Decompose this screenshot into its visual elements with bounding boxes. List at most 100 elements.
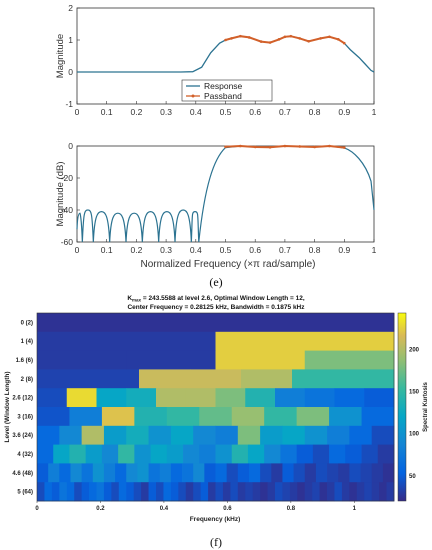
kurtogram-cell — [341, 482, 350, 502]
chart-magnitude-db-xlabel: Normalized Frequency (×π rad/sample) — [140, 259, 315, 270]
kurtogram-cell — [382, 463, 395, 483]
kurtogram-cell — [361, 407, 395, 427]
kurtogram-cell — [200, 482, 209, 502]
kurtogram-cell — [215, 463, 228, 483]
kurtogram-cell — [88, 369, 140, 389]
kurtogram-colorbar-tick: 50 — [409, 474, 416, 480]
kurtogram-cell — [292, 369, 344, 389]
kurtogram-cell — [85, 444, 103, 464]
c2-xtick-label: 0.7 — [279, 245, 291, 255]
kurtogram-cell — [134, 444, 151, 464]
c1-xtick-label: 0 — [75, 107, 80, 117]
kurtogram-cell — [327, 425, 350, 445]
kurtogram-cell — [275, 482, 283, 502]
kurtogram-cell — [245, 388, 276, 408]
kurtogram-colorbar-ticks: 50 100 150 200 — [409, 348, 420, 480]
kurtogram-cell — [345, 444, 362, 464]
kurtogram-cell — [327, 482, 335, 502]
c1-xtick-label: 0.7 — [279, 107, 291, 117]
kurtogram-title-line2: Center Frequency = 0.28125 kHz, Bandwidt… — [127, 304, 305, 311]
kurtogram-cell — [193, 482, 202, 502]
kurtogram-cell — [329, 444, 346, 464]
kurtogram-cell — [134, 407, 168, 427]
c1-ytick-label: 1 — [68, 35, 73, 45]
chart-magnitude-db-response-line — [76, 145, 375, 243]
c1-xtick-label: 0.1 — [101, 107, 113, 117]
kurtogram-cell — [260, 425, 283, 445]
kurtogram-cell — [103, 463, 116, 483]
chart-magnitude-db-passband-line — [224, 144, 346, 149]
kurtogram-cell — [296, 444, 314, 464]
kurtogram-cell — [356, 482, 365, 502]
kurtogram-cell — [182, 463, 194, 483]
chart-magnitude-db-plot-area — [76, 145, 375, 243]
kurtogram-cell — [312, 444, 330, 464]
kurtogram-cell — [185, 388, 216, 408]
kurtogram-cell — [126, 350, 216, 370]
c1-xtick-label: 0.5 — [220, 107, 232, 117]
kurtogram-cell — [163, 482, 172, 502]
kurtogram-cell — [101, 444, 119, 464]
kurtogram-cell — [264, 407, 298, 427]
kurtogram-cell — [329, 407, 362, 427]
c2-passband-point — [343, 146, 346, 149]
kurtogram-cell — [297, 482, 306, 502]
kurtogram-cell — [319, 482, 328, 502]
kurtogram-cell — [183, 444, 200, 464]
kurtogram-colorbar-tick: 100 — [409, 432, 420, 438]
kurtogram-cell — [48, 463, 60, 483]
c2-ytick-label: -20 — [61, 173, 74, 183]
kurtogram-cell — [334, 388, 365, 408]
kurtogram-cell — [204, 463, 216, 483]
c1-passband-point — [289, 34, 293, 38]
kurtogram-cell — [69, 407, 103, 427]
c1-passband-point — [283, 35, 287, 39]
kurtogram-cell — [245, 482, 254, 502]
kurtogram-cell — [215, 425, 239, 445]
kurtogram-row-label: 2 (8) — [21, 377, 33, 383]
kurtogram-cell — [190, 369, 242, 389]
c2-passband-point — [253, 145, 257, 149]
c2-passband-point — [268, 145, 272, 149]
kurtogram-xlabel: Frequency (kHz) — [190, 516, 241, 523]
c2-passband-point — [328, 144, 331, 148]
kurtogram-cell — [349, 463, 361, 483]
kurtogram-cell — [371, 463, 384, 483]
kurtogram-cell — [226, 463, 239, 483]
kurtogram-cell — [126, 482, 135, 502]
chart-magnitude-db-ylabel: Magnitude (dB) — [55, 162, 66, 227]
c2-passband-point — [313, 145, 316, 149]
kurtogram-cell — [386, 482, 395, 502]
kurtogram-cell — [304, 350, 395, 370]
kurtogram-cell — [304, 463, 317, 483]
kurtogram-cell — [103, 425, 127, 445]
c2-xtick-label: 0.6 — [249, 245, 261, 255]
c1-passband-point — [259, 40, 263, 43]
kurtogram-cell — [70, 463, 83, 483]
c2-passband-point — [239, 144, 242, 148]
kurtogram-cell — [37, 463, 49, 483]
kurtogram-cell — [118, 444, 135, 464]
kurtogram-cell — [241, 369, 293, 389]
kurtogram-cell — [59, 482, 68, 502]
kurtogram-cell — [159, 463, 172, 483]
c1-passband-point — [328, 35, 331, 39]
kurtogram-cell — [74, 482, 83, 502]
c2-xtick-label: 0.9 — [338, 245, 350, 255]
kurtogram-cell — [118, 482, 127, 502]
kurtogram-cell — [53, 444, 70, 464]
kurtogram-cell — [69, 444, 87, 464]
c1-passband-point — [224, 38, 227, 42]
kurtogram-row-label: 4 (32) — [17, 452, 33, 458]
kurtogram-cell — [96, 388, 127, 408]
kurtogram-cell — [237, 463, 250, 483]
c2-xtick-label: 0.3 — [160, 245, 172, 255]
kurtogram-plot-area — [36, 312, 395, 502]
kurtogram-cell — [37, 369, 89, 389]
kurtogram-cell — [267, 482, 276, 502]
c2-passband-point — [283, 144, 287, 148]
kurtogram-cell — [338, 463, 350, 483]
kurtogram-xtick-label: 0.8 — [287, 506, 296, 512]
c1-xtick-label: 0.6 — [249, 107, 261, 117]
kurtogram-cell — [334, 482, 343, 502]
